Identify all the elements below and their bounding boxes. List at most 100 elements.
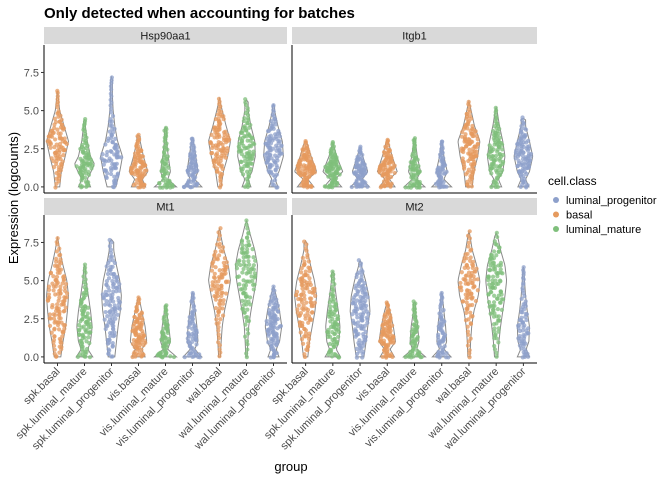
data-point xyxy=(113,316,118,321)
data-point xyxy=(84,328,89,333)
data-point xyxy=(55,94,60,99)
data-point xyxy=(469,184,474,189)
data-point xyxy=(57,246,62,251)
data-point xyxy=(276,128,281,134)
violin-points xyxy=(75,262,93,360)
data-point xyxy=(307,331,312,336)
data-point xyxy=(55,306,60,311)
data-point xyxy=(57,134,63,139)
data-point xyxy=(110,282,116,287)
data-point xyxy=(498,300,503,305)
data-point xyxy=(132,345,137,350)
data-point xyxy=(59,117,64,122)
violin-points xyxy=(45,236,70,359)
data-point xyxy=(56,109,61,114)
data-point xyxy=(49,156,54,161)
data-point xyxy=(246,239,251,244)
data-point xyxy=(244,222,249,227)
facet-strip xyxy=(44,198,287,215)
data-point xyxy=(57,173,62,178)
data-point xyxy=(58,338,63,343)
data-point xyxy=(144,168,149,173)
data-point xyxy=(104,282,109,288)
data-point xyxy=(219,272,224,277)
data-point xyxy=(213,249,218,254)
data-point xyxy=(365,295,370,300)
data-point xyxy=(307,269,312,274)
data-point xyxy=(61,274,66,280)
data-point xyxy=(278,323,284,329)
data-point xyxy=(307,317,312,322)
data-point xyxy=(466,317,471,322)
data-point xyxy=(475,288,480,293)
data-point xyxy=(109,354,114,359)
data-point xyxy=(461,259,466,264)
data-point xyxy=(46,138,52,144)
data-point xyxy=(465,233,471,238)
violin-wal.luminal_mature xyxy=(485,230,508,359)
y-tick-label: 7.5 xyxy=(24,237,39,249)
data-point xyxy=(57,295,62,300)
data-point xyxy=(84,346,90,352)
data-point xyxy=(494,164,499,169)
data-point xyxy=(247,243,252,248)
data-point xyxy=(498,267,503,272)
data-point xyxy=(467,229,472,234)
data-point xyxy=(469,247,474,252)
data-point xyxy=(498,289,503,295)
facet-strip xyxy=(44,27,287,44)
data-point xyxy=(108,247,114,252)
data-point xyxy=(495,234,500,240)
data-point xyxy=(214,317,219,322)
data-point xyxy=(138,165,143,170)
data-point xyxy=(56,165,61,170)
data-point xyxy=(50,281,55,286)
data-point xyxy=(62,285,68,290)
x-axis-title: group xyxy=(274,459,307,474)
data-point xyxy=(245,106,250,111)
data-point xyxy=(309,296,314,301)
data-point xyxy=(58,284,63,289)
data-point xyxy=(108,264,113,269)
data-point xyxy=(358,294,363,300)
data-point xyxy=(105,149,110,155)
data-point xyxy=(241,302,246,308)
data-point xyxy=(215,283,220,288)
data-point xyxy=(249,274,254,279)
data-point xyxy=(303,331,309,336)
data-point xyxy=(356,258,361,263)
data-point xyxy=(471,259,476,264)
data-point xyxy=(381,149,387,155)
data-point xyxy=(132,151,138,156)
data-point xyxy=(468,258,473,263)
data-point xyxy=(50,302,55,308)
data-point xyxy=(245,131,251,136)
data-point xyxy=(330,330,335,335)
data-point xyxy=(219,172,225,177)
data-point xyxy=(55,236,60,241)
data-point xyxy=(492,333,498,338)
data-point xyxy=(245,315,250,320)
data-point xyxy=(271,107,276,113)
violin-points xyxy=(459,99,481,189)
violin-spk.luminal_mature xyxy=(74,116,95,190)
data-point xyxy=(160,157,166,163)
data-point xyxy=(493,278,498,283)
data-point xyxy=(60,145,65,150)
data-point xyxy=(359,275,364,280)
data-point xyxy=(55,88,60,93)
data-point xyxy=(55,302,60,307)
data-point xyxy=(466,332,471,337)
data-point xyxy=(515,323,521,328)
data-point xyxy=(517,169,522,174)
data-point xyxy=(301,303,306,308)
data-point xyxy=(222,256,228,261)
data-point xyxy=(302,352,307,357)
data-point xyxy=(301,273,307,278)
violin-vis.luminal_mature xyxy=(153,125,178,190)
data-point xyxy=(62,288,68,293)
data-point xyxy=(250,282,256,287)
data-point xyxy=(355,315,360,320)
data-point xyxy=(52,320,57,325)
data-point xyxy=(101,162,106,167)
